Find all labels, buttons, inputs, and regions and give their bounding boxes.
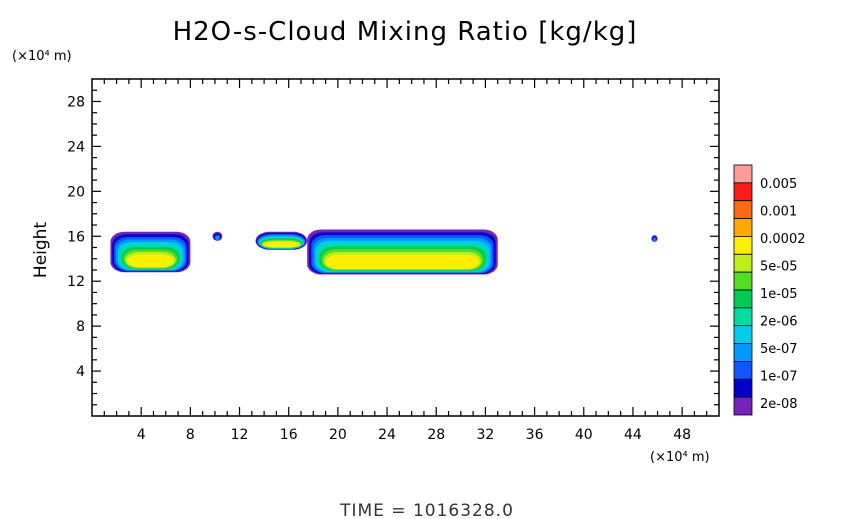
colorbar-label: 0.0002 — [760, 232, 806, 247]
x-tick-label: 36 — [526, 427, 544, 443]
x-axis-unit: (×10⁴ m) — [650, 450, 710, 465]
y-tick-label: 12 — [67, 274, 85, 290]
cloud-1 — [110, 231, 191, 273]
y-tick-label: 8 — [76, 319, 85, 335]
y-axis-unit: (×10⁴ m) — [12, 49, 72, 64]
cloud-4 — [307, 229, 498, 275]
x-tick-label: 28 — [427, 427, 445, 443]
cloud-3 — [255, 231, 308, 250]
cloud-contour-band — [215, 235, 220, 240]
y-tick-label: 20 — [67, 184, 85, 200]
y-tick-label: 16 — [67, 229, 85, 245]
cloud-layer — [110, 229, 658, 275]
colorbar-swatch — [733, 378, 753, 398]
colorbar-label: 1e-07 — [760, 369, 798, 384]
colorbar-label: 2e-06 — [760, 314, 798, 329]
x-tick-label: 40 — [575, 427, 593, 443]
colorbar-label: 1e-05 — [760, 287, 798, 302]
x-tick-label: 44 — [624, 427, 642, 443]
x-tick-label: 16 — [280, 427, 298, 443]
colorbar-swatch — [733, 236, 753, 255]
colorbar-label: 5e-05 — [760, 259, 798, 274]
colorbar-swatch — [733, 271, 753, 291]
x-tick-label: 32 — [476, 427, 494, 443]
cloud-contour-band — [262, 241, 300, 248]
time-label: TIME = 1016328.0 — [339, 501, 514, 519]
plot-frame — [91, 78, 720, 417]
x-tick-label: 20 — [329, 427, 347, 443]
colorbar-swatch — [733, 200, 753, 219]
x-tick-label: 24 — [378, 427, 396, 443]
chart-title: H2O-s-Cloud Mixing Ratio [kg/kg] — [173, 17, 638, 47]
cloud-2 — [212, 231, 223, 241]
colorbar-swatch — [733, 396, 753, 416]
cloud-contour-band — [325, 254, 480, 269]
x-tick-label: 8 — [186, 427, 195, 443]
y-axis-label: Height — [31, 222, 51, 279]
cloud-contour-band — [126, 254, 174, 268]
y-tick-label: 24 — [67, 139, 85, 155]
colorbar-label: 2e-08 — [760, 397, 798, 412]
colorbar-swatch — [733, 164, 753, 184]
colorbar-swatch — [733, 325, 753, 344]
x-tick-label: 4 — [137, 427, 146, 443]
colorbar-label: 5e-07 — [760, 342, 798, 357]
colorbar-swatch — [733, 253, 753, 273]
colorbar-swatch — [733, 289, 753, 309]
colorbar-swatch — [733, 361, 753, 380]
colorbar-swatch — [733, 343, 753, 362]
x-tick-label: 12 — [231, 427, 249, 443]
cloud-contour-band — [653, 238, 656, 242]
colorbar-label: 0.005 — [760, 177, 797, 192]
y-tick-label: 4 — [76, 364, 85, 380]
colorbar-swatch — [733, 218, 753, 237]
colorbar-label: 0.001 — [760, 204, 797, 219]
x-tick-label: 48 — [673, 427, 691, 443]
colorbar: 0.005 0.001 0.0002 5e-05 1e-05 2e-06 5e-07 1e-0… — [733, 164, 806, 416]
colorbar-swatch — [733, 182, 753, 202]
y-tick-label: 28 — [67, 94, 85, 110]
colorbar-swatch — [733, 307, 753, 327]
cloud-5 — [651, 235, 658, 242]
